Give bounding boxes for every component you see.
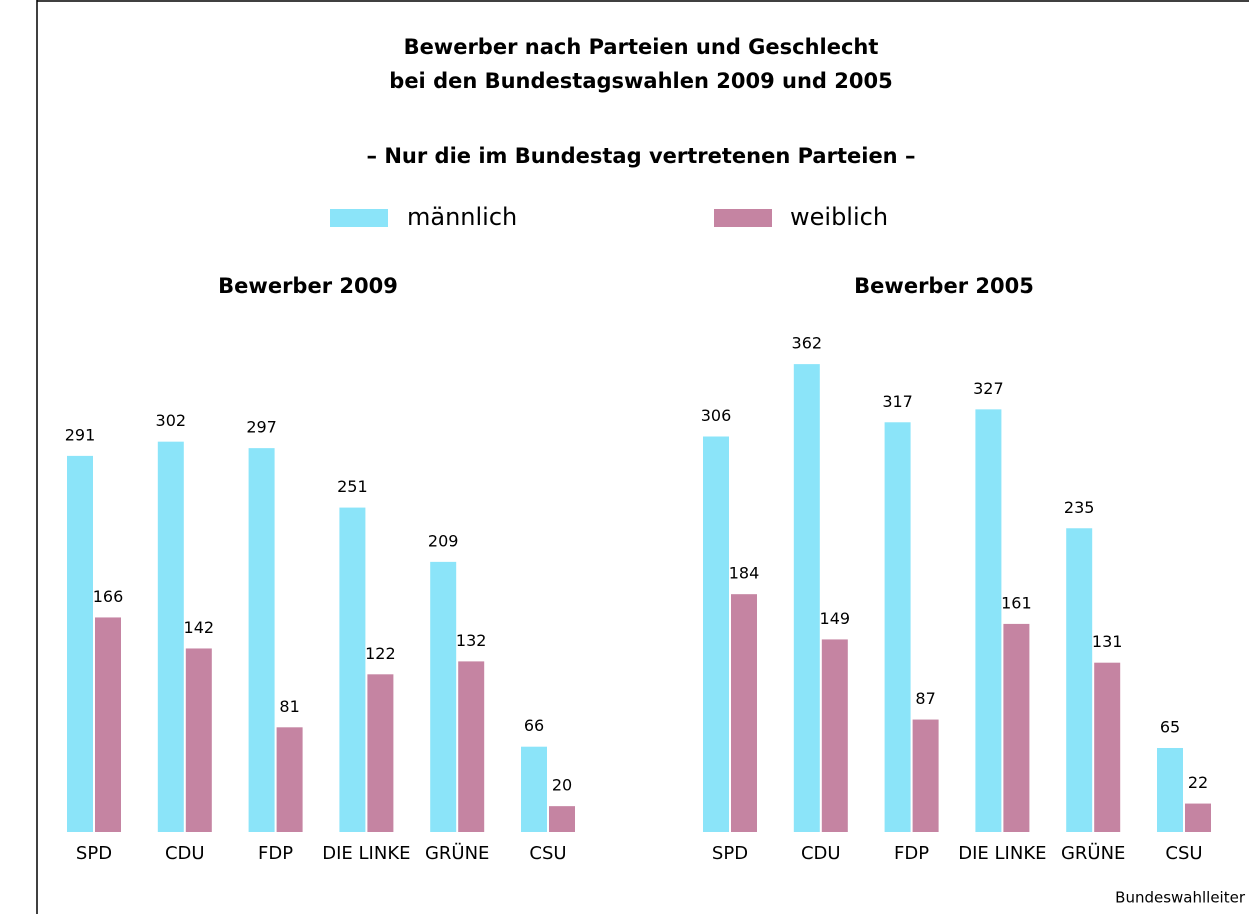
bar [248, 448, 275, 832]
data-label: 142 [184, 618, 215, 637]
data-label: 362 [792, 334, 823, 353]
legend-swatch [330, 209, 388, 227]
bar [95, 617, 121, 832]
x-tick-label: CDU [801, 843, 841, 864]
bar [912, 719, 939, 832]
data-label: 166 [93, 587, 124, 606]
data-label: 184 [729, 564, 760, 583]
x-tick-label: FDP [894, 843, 929, 864]
x-tick-label: SPD [76, 843, 112, 864]
data-label: 81 [279, 697, 299, 716]
chart-subtitle: Bewerber 2009 [218, 274, 398, 298]
bar [1003, 623, 1030, 832]
bar [1094, 662, 1121, 832]
x-tick-label: CSU [529, 843, 566, 864]
data-label: 209 [428, 531, 459, 550]
data-label: 131 [1092, 632, 1123, 651]
bar [821, 639, 848, 832]
x-tick-label: DIE LINKE [322, 843, 410, 864]
x-tick-label: FDP [258, 843, 293, 864]
bar [521, 746, 547, 832]
bar [276, 727, 303, 832]
data-label: 327 [973, 379, 1004, 398]
bar [157, 441, 184, 832]
data-label: 122 [365, 644, 396, 663]
data-label: 251 [337, 477, 368, 496]
data-label: 235 [1064, 498, 1095, 517]
x-tick-label: SPD [712, 843, 748, 864]
source: Bundeswahlleiter [1115, 889, 1246, 907]
data-label: 132 [456, 631, 487, 650]
data-label: 317 [882, 392, 913, 411]
bar [185, 648, 212, 832]
bar [1185, 803, 1211, 832]
data-label: 66 [524, 716, 544, 735]
bar [458, 661, 485, 832]
bar [549, 806, 575, 832]
legend-swatch [714, 209, 772, 227]
bar [67, 455, 93, 832]
data-label: 87 [915, 689, 935, 708]
x-tick-label: CDU [165, 843, 205, 864]
bar [703, 436, 729, 832]
data-label: 297 [246, 418, 277, 437]
data-label: 291 [65, 425, 96, 444]
bar [367, 674, 394, 832]
bar [731, 594, 757, 832]
chart-subtitle: Bewerber 2005 [854, 274, 1034, 298]
data-label: 22 [1188, 773, 1208, 792]
data-label: 149 [820, 609, 851, 628]
data-label: 306 [701, 406, 732, 425]
bar [884, 422, 911, 832]
x-tick-label: DIE LINKE [958, 843, 1046, 864]
data-label: 161 [1001, 593, 1032, 612]
x-tick-label: CSU [1165, 843, 1202, 864]
bar [793, 364, 820, 832]
bar [975, 409, 1002, 832]
x-tick-label: GRÜNE [425, 842, 489, 864]
data-label: 65 [1160, 717, 1180, 736]
legend-label: männlich [407, 203, 517, 231]
legend-label: weiblich [790, 203, 888, 231]
title: Bewerber nach Parteien und Geschlecht [404, 35, 879, 59]
title: bei den Bundestagswahlen 2009 und 2005 [389, 69, 892, 93]
data-label: 302 [156, 411, 187, 430]
bar [430, 561, 457, 832]
x-tick-label: GRÜNE [1061, 842, 1125, 864]
bar [1157, 747, 1183, 832]
bar [1066, 528, 1093, 832]
subtitle: – Nur die im Bundestag vertretenen Parte… [367, 144, 916, 168]
bar [339, 507, 366, 832]
data-label: 20 [552, 776, 572, 795]
